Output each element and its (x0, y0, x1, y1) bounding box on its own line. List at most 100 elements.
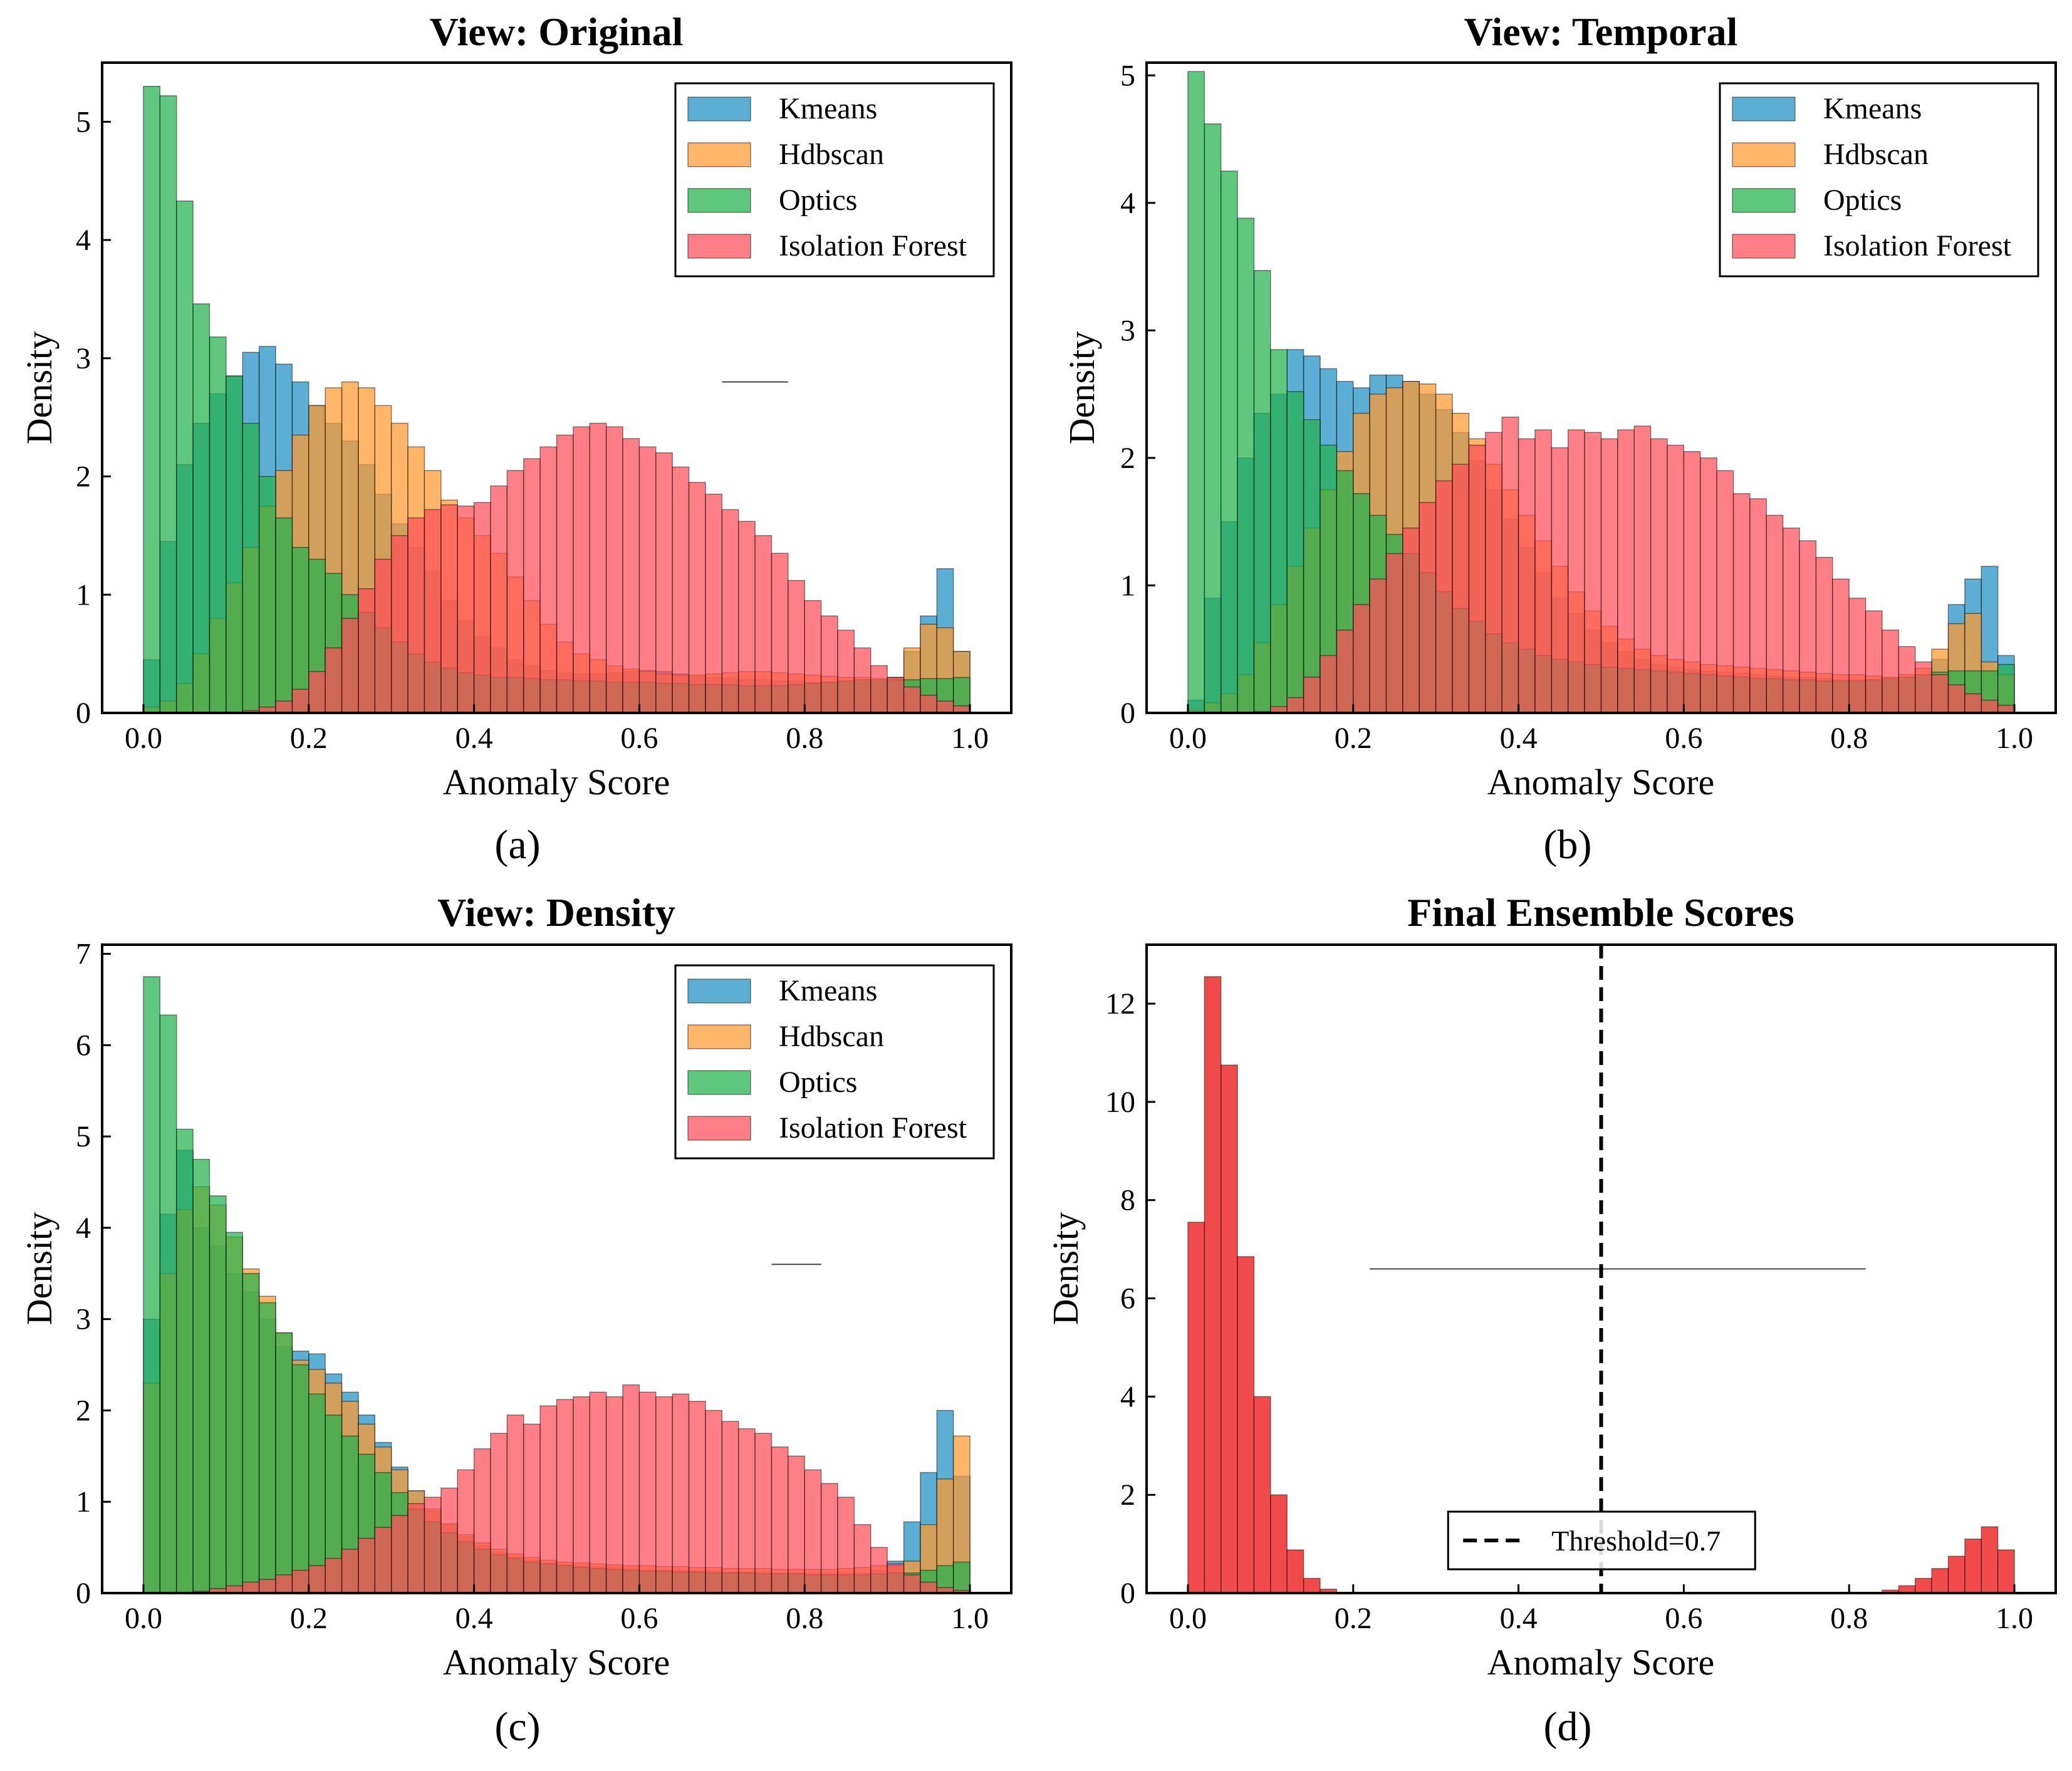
legend-swatch-kmeans (687, 96, 751, 122)
y-tick-label: 2 (1120, 442, 1135, 475)
legend-label-kmeans: Kmeans (1823, 92, 1922, 125)
bar-ensemble-0 (1187, 1222, 1205, 1594)
legend: Kmeans Hdbscan Optics Isolation Forest (1719, 82, 2039, 278)
panel-b-ylabel: Density (1061, 331, 1102, 444)
bar-isolation-forest-27 (589, 1391, 607, 1594)
x-tick-label: 0.2 (1335, 722, 1372, 755)
bar-isolation-forest-28 (1650, 438, 1668, 714)
bar-isolation-forest-47 (920, 1581, 938, 1594)
y-tick-label: 4 (76, 224, 91, 257)
y-tick-label: 1 (1120, 569, 1135, 602)
y-tick-label: 4 (76, 1212, 91, 1245)
panel-a-xlabel: Anomaly Score (443, 762, 670, 802)
panel-b-label: (b) (1544, 822, 1592, 868)
panel-a: View: Original 0.0 0.2 0.4 0.6 0.8 1.0 0 1 2 3 4 5 K… (19, 9, 1013, 868)
bar-isolation-forest-28 (605, 426, 623, 714)
bar-isolation-forest-14 (1419, 502, 1437, 714)
bar-isolation-forest-35 (721, 509, 739, 714)
bar-isolation-forest-31 (1700, 457, 1717, 714)
x-tick-label: 0.4 (1500, 1602, 1538, 1635)
bar-isolation-forest-18 (440, 1487, 458, 1594)
bar-ensemble-3 (1237, 1256, 1255, 1594)
bar-ensemble-47 (1964, 1539, 1982, 1594)
bar-isolation-forest-37 (754, 1433, 773, 1594)
bar-isolation-forest-9 (291, 688, 310, 714)
bar-isolation-forest-6 (242, 1581, 260, 1594)
y-tick-label: 4 (1120, 187, 1135, 220)
bar-isolation-forest-38 (1815, 556, 1833, 714)
bar-isolation-forest-37 (754, 535, 773, 714)
panel-d-title: Final Ensemble Scores (1407, 890, 1794, 935)
legend-swatch-optics (1732, 188, 1796, 213)
panel-c-xlabel: Anomaly Score (443, 1642, 670, 1683)
bar-optics-4 (209, 336, 227, 714)
bar-isolation-forest-36 (737, 521, 756, 714)
bar-isolation-forest-20 (1518, 438, 1536, 714)
y-tick-label: 8 (1120, 1184, 1135, 1217)
legend-label-optics: Optics (1823, 184, 1902, 217)
y-tick-label: 2 (1120, 1478, 1135, 1512)
bar-isolation-forest-25 (556, 1399, 574, 1594)
bar-isolation-forest-12 (1385, 553, 1403, 714)
bar-optics-7 (258, 475, 276, 714)
bar-isolation-forest-26 (573, 426, 591, 714)
bar-ensemble-7 (1303, 1577, 1321, 1594)
bar-isolation-forest-34 (705, 494, 723, 714)
legend: Kmeans Hdbscan Optics Isolation Forest (674, 82, 995, 278)
panel-d-ylabel: Density (1045, 1212, 1086, 1325)
legend-swatch-isolation-forest (1732, 234, 1796, 259)
bar-isolation-forest-29 (622, 1384, 640, 1594)
bar-optics-7 (1303, 419, 1321, 714)
x-tick-label: 1.0 (1996, 722, 2033, 755)
panel-c-label: (c) (494, 1704, 540, 1750)
bar-isolation-forest-39 (788, 1455, 805, 1594)
bar-isolation-forest-14 (374, 558, 392, 714)
bar-isolation-forest-41 (1865, 610, 1883, 714)
bar-isolation-forest-7 (1303, 677, 1321, 714)
x-tick-label: 0.4 (1500, 722, 1538, 755)
bar-optics-1 (1204, 123, 1222, 714)
bar-isolation-forest-10 (308, 1565, 326, 1594)
bar-isolation-forest-37 (1799, 540, 1817, 714)
bar-optics-7 (258, 1302, 276, 1594)
bar-isolation-forest-38 (771, 553, 789, 714)
bar-isolation-forest-47 (920, 694, 938, 714)
bar-isolation-forest-23 (523, 458, 541, 714)
bar-isolation-forest-36 (737, 1428, 756, 1594)
panel-a-plot: 0.0 0.2 0.4 0.6 0.8 1.0 0 1 2 3 4 5 Kmeans Hdbscan Opt… (76, 61, 1013, 755)
bar-isolation-forest-10 (1353, 604, 1370, 714)
bar-optics-3 (1237, 217, 1255, 714)
bar-isolation-forest-20 (473, 1448, 491, 1594)
bar-isolation-forest-22 (506, 1414, 524, 1594)
bar-isolation-forest-7 (258, 1579, 276, 1594)
legend-swatch-isolation-forest (687, 1116, 751, 1141)
x-tick-label: 0.6 (620, 722, 658, 755)
bar-isolation-forest-15 (390, 535, 409, 714)
bar-isolation-forest-36 (1782, 527, 1800, 714)
bar-isolation-forest-44 (870, 1547, 888, 1594)
bar-optics-5 (226, 1232, 243, 1594)
bar-isolation-forest-44 (1915, 661, 1932, 714)
bar-ensemble-45 (1931, 1568, 1949, 1594)
x-tick-label: 1.0 (1996, 1602, 2033, 1635)
bar-isolation-forest-6 (1286, 697, 1304, 714)
bar-optics-6 (242, 1273, 260, 1594)
bar-isolation-forest-33 (688, 1401, 706, 1594)
x-tick-label: 0.0 (1169, 722, 1207, 755)
bar-optics-0 (143, 85, 161, 714)
bar-optics-5 (1270, 349, 1288, 714)
bar-isolation-forest-29 (1667, 444, 1685, 714)
axes-frame (1145, 943, 2057, 1594)
bar-isolation-forest-21 (1534, 429, 1553, 714)
bar-isolation-forest-38 (771, 1446, 789, 1594)
y-tick-label: 2 (76, 460, 91, 494)
bar-isolation-forest-19 (457, 1469, 475, 1594)
bar-isolation-forest-33 (688, 482, 706, 714)
bar-optics-1 (159, 95, 177, 714)
x-tick-label: 0.0 (125, 1602, 162, 1635)
y-tick-label: 3 (1120, 314, 1135, 347)
x-tick-label: 1.0 (951, 1602, 989, 1635)
y-tick-label: 10 (1105, 1086, 1135, 1119)
bar-isolation-forest-11 (325, 1557, 343, 1594)
